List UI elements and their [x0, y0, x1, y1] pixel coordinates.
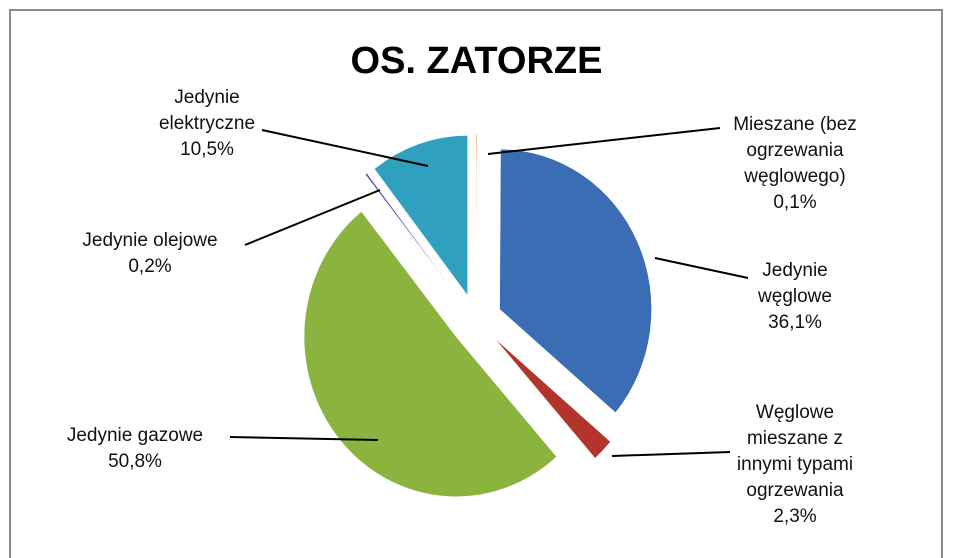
pie-slice — [499, 148, 652, 414]
slice-label: Mieszane (bez ogrzewania węglowego) — [733, 114, 857, 187]
slice-value-label: 2,3% — [773, 506, 817, 527]
slice-label: Jedynie elektryczne — [158, 87, 256, 134]
slice-label: Jedynie węglowe — [758, 260, 832, 307]
slice-value-label: 0,1% — [773, 192, 817, 213]
leader-line — [487, 127, 721, 155]
slice-value-label: 10,5% — [180, 139, 234, 160]
leader-line — [244, 189, 381, 246]
leader-line — [229, 436, 379, 441]
chart-title: OS. ZATORZE — [350, 40, 603, 82]
slice-label: Węglowe mieszane z innymi typami ogrzewa… — [736, 402, 854, 501]
slice-value-label: 0,2% — [128, 256, 172, 277]
pie-slice — [494, 338, 611, 459]
slice-value-label: 36,1% — [768, 312, 822, 333]
slice-label: Jedynie gazowe — [66, 425, 204, 446]
pie-slice — [364, 172, 461, 300]
slice-value-label: 50,8% — [108, 451, 162, 472]
leader-line — [611, 451, 731, 457]
leader-line — [654, 257, 749, 279]
pie-slice — [475, 133, 478, 295]
slice-label: Jedynie olejowe — [82, 230, 218, 251]
leader-line — [261, 129, 429, 167]
pie-slice — [374, 135, 468, 297]
